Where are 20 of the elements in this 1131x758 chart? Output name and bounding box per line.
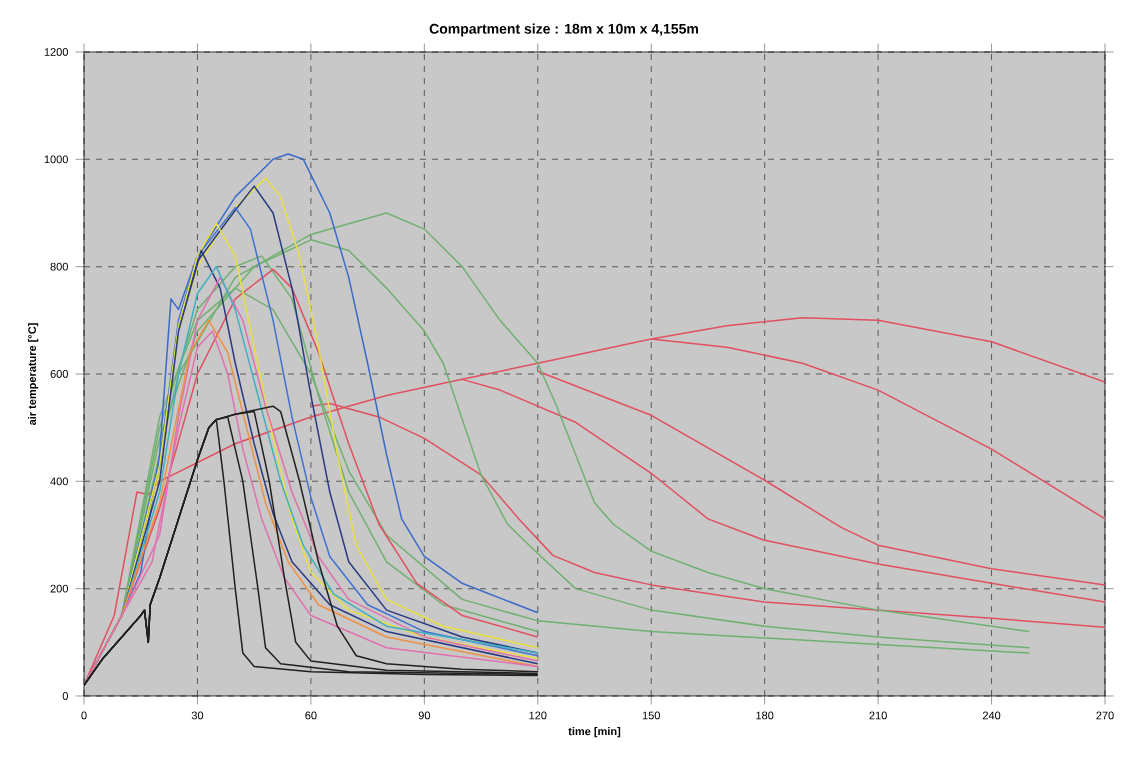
y-tick-label: 600: [50, 370, 68, 378]
y-tick-label: 0: [62, 692, 68, 700]
x-tick-label: 240: [982, 711, 1001, 720]
x-tick-label: 60: [305, 711, 317, 720]
y-tick-label: 400: [50, 477, 68, 486]
y-axis-title: air temperature [°C]: [27, 323, 39, 426]
y-tick-label: 1000: [44, 155, 68, 164]
x-tick-label: 120: [529, 711, 547, 720]
x-tick-label: 180: [756, 711, 774, 720]
x-tick-label: 30: [191, 711, 204, 720]
x-tick-label: 90: [418, 711, 431, 720]
x-tick-label: 0: [81, 711, 87, 720]
x-axis-title: time [min]: [568, 727, 621, 738]
x-tick-label: 270: [1096, 711, 1114, 720]
y-tick-label: 200: [50, 584, 68, 593]
y-tick-label: 800: [50, 262, 68, 271]
y-tick-label: 1200: [44, 48, 68, 56]
x-tick-label: 210: [869, 711, 887, 720]
x-tick-label: 150: [642, 711, 660, 720]
chart-title: Compartment size : 18m x 10m x 4,155m: [429, 23, 698, 37]
